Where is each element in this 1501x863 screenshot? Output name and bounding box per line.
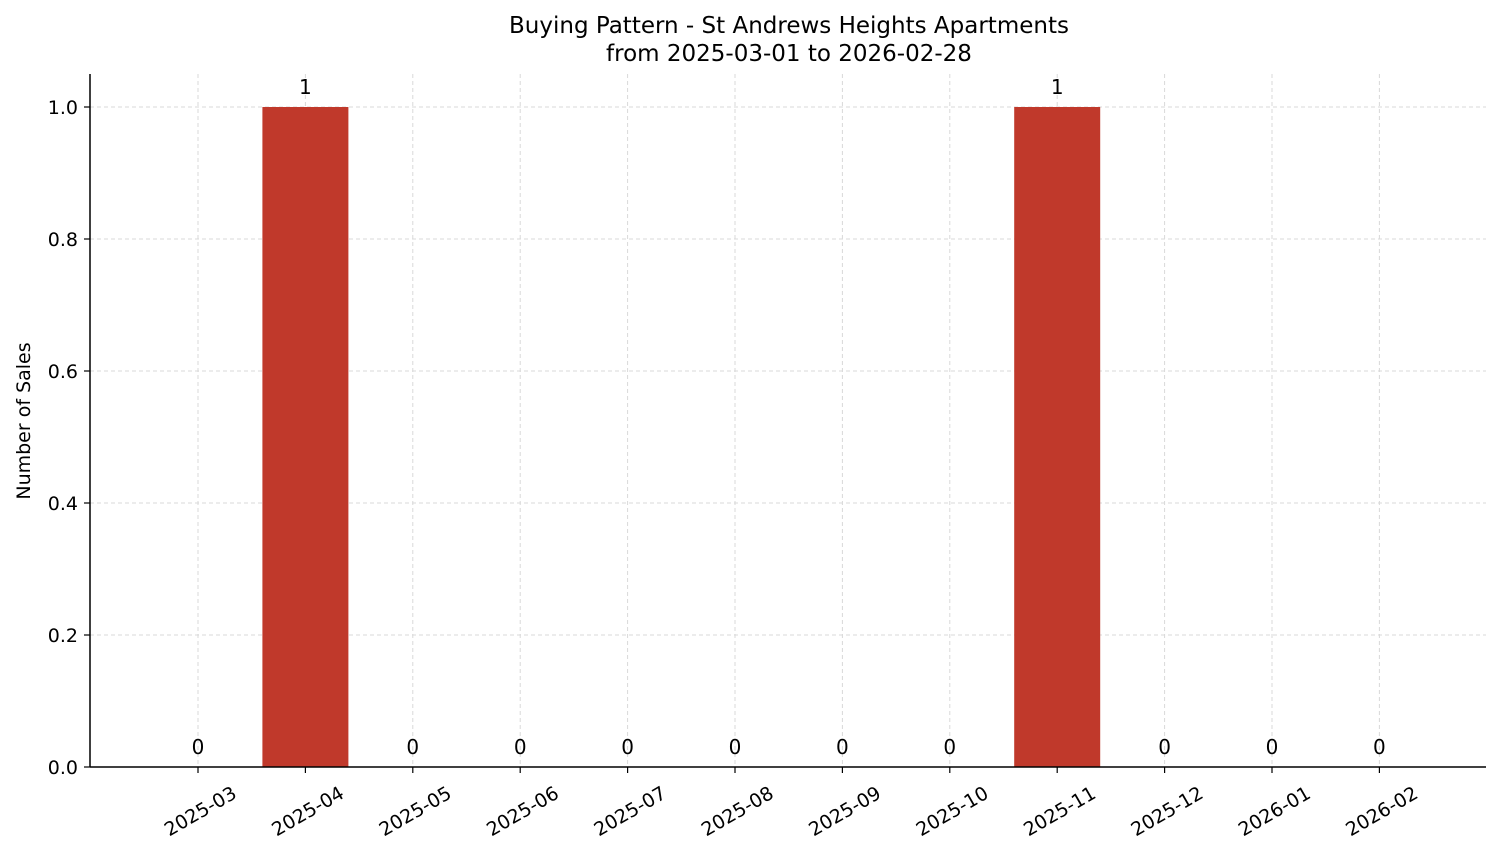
data-label-2025-05: 0 <box>406 735 419 759</box>
data-label-2025-10: 0 <box>943 735 956 759</box>
data-label-2025-03: 0 <box>192 735 205 759</box>
y-tick-label: 0.6 <box>48 361 78 383</box>
x-tick-label-2025-07: 2025-07 <box>590 782 670 841</box>
data-label-2025-12: 0 <box>1158 735 1171 759</box>
y-tick-label: 0.8 <box>48 229 78 251</box>
data-label-2025-11: 1 <box>1051 75 1064 99</box>
x-tick-label-2026-01: 2026-01 <box>1235 782 1315 841</box>
data-label-2026-01: 0 <box>1266 735 1279 759</box>
y-tick-label: 0.2 <box>48 625 78 647</box>
bar-2025-04 <box>262 107 349 767</box>
data-label-2026-02: 0 <box>1373 735 1386 759</box>
data-label-2025-09: 0 <box>836 735 849 759</box>
y-axis-label: Number of Sales <box>13 342 35 499</box>
x-tick-label-2025-12: 2025-12 <box>1127 782 1207 841</box>
x-tick-label-2025-09: 2025-09 <box>805 782 885 841</box>
x-tick-label-2026-02: 2026-02 <box>1342 782 1422 841</box>
data-label-layer: 0 1 0 0 0 0 0 0 1 0 0 0 <box>192 75 1386 759</box>
data-label-2025-04: 1 <box>299 75 312 99</box>
data-label-2025-08: 0 <box>729 735 742 759</box>
bar-layer <box>262 107 1101 767</box>
data-label-2025-06: 0 <box>514 735 527 759</box>
y-tick-label: 0.4 <box>48 493 78 515</box>
bar-2025-11 <box>1014 107 1101 767</box>
y-tick-label: 1.0 <box>48 97 78 119</box>
x-tick-label-2025-04: 2025-04 <box>268 782 348 841</box>
y-tick-label: 0.0 <box>48 757 78 779</box>
chart-title: Buying Pattern - St Andrews Heights Apar… <box>509 13 1069 39</box>
data-label-2025-07: 0 <box>621 735 634 759</box>
x-tick-label-2025-08: 2025-08 <box>698 782 778 841</box>
x-tick-label-2025-05: 2025-05 <box>376 782 456 841</box>
x-tick-label-2025-10: 2025-10 <box>913 782 993 841</box>
x-tick-label-2025-03: 2025-03 <box>161 782 241 841</box>
x-tick-label-2025-06: 2025-06 <box>483 782 563 841</box>
chart-subtitle: from 2025-03-01 to 2026-02-28 <box>606 41 972 67</box>
x-tick-label-2025-11: 2025-11 <box>1020 782 1100 841</box>
